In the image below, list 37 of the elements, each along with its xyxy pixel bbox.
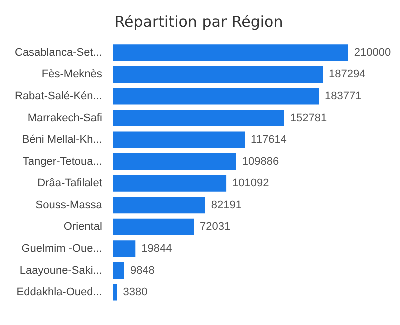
bar bbox=[113, 218, 194, 236]
bar bbox=[113, 284, 118, 301]
y-tick-label: Béni Mellal-Kh... bbox=[22, 134, 102, 146]
y-tick-label: Laayoune-Saki... bbox=[20, 264, 102, 277]
bar bbox=[113, 262, 124, 280]
data-label: 19844 bbox=[142, 242, 172, 255]
data-label: 101092 bbox=[232, 178, 270, 190]
y-tick-label: Souss-Massa bbox=[36, 199, 104, 212]
data-label: 152781 bbox=[290, 112, 328, 124]
y-tick-label: Guelmim -Oue... bbox=[22, 242, 102, 255]
data-label: 9848 bbox=[130, 264, 155, 277]
data-label: 187294 bbox=[329, 68, 366, 81]
data-label: 117614 bbox=[251, 134, 287, 146]
bar bbox=[113, 240, 136, 258]
data-label: 109886 bbox=[242, 156, 280, 168]
data-label: 82191 bbox=[211, 199, 242, 212]
bar bbox=[113, 110, 284, 127]
y-tick-label: Rabat-Salé-Kén... bbox=[15, 90, 102, 102]
bar bbox=[113, 66, 323, 83]
y-tick-label: Marrakech-Safi bbox=[28, 112, 102, 124]
chart-title: Répartition par Région bbox=[114, 12, 284, 31]
bar bbox=[113, 197, 206, 214]
data-label: 72031 bbox=[200, 221, 231, 234]
bar bbox=[113, 175, 227, 192]
data-label: 210000 bbox=[354, 46, 392, 59]
bar bbox=[113, 44, 348, 62]
y-tick-label: Casablanca-Set... bbox=[15, 46, 102, 59]
bar bbox=[113, 132, 246, 148]
y-tick-label: Tanger-Tetoua... bbox=[22, 156, 102, 168]
bar bbox=[113, 88, 320, 105]
y-tick-label: Fès-Meknès bbox=[42, 68, 103, 81]
data-label: 3380 bbox=[123, 286, 148, 299]
y-tick-label: Eddakhla-Oued... bbox=[16, 286, 102, 299]
y-tick-label: Oriental bbox=[64, 221, 102, 234]
bar bbox=[113, 154, 236, 170]
data-label: 183771 bbox=[325, 90, 362, 102]
y-tick-label: Drâa-Tafilalet bbox=[38, 178, 102, 190]
